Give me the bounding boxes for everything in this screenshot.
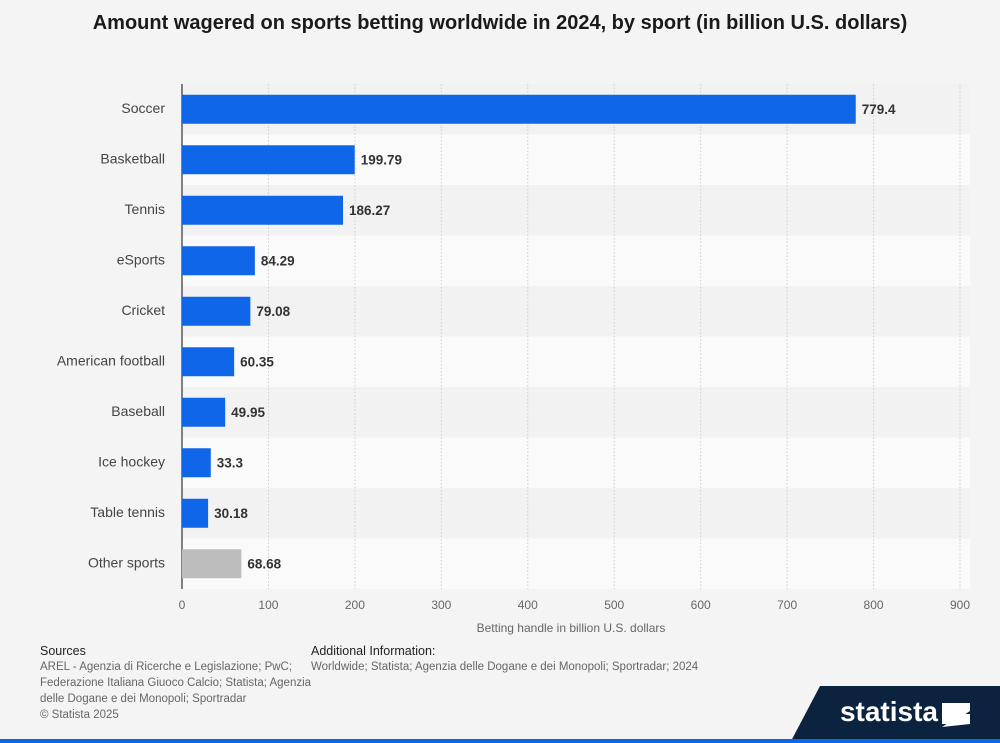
y-tick-label: Table tennis	[90, 504, 165, 520]
x-tick-label: 200	[345, 598, 365, 612]
bar	[182, 145, 355, 175]
y-tick-label: Basketball	[100, 150, 165, 166]
logo-band	[790, 686, 1000, 743]
y-tick-label: American football	[57, 352, 165, 368]
chart-title: Amount wagered on sports betting worldwi…	[92, 12, 908, 34]
value-label: 68.68	[247, 556, 281, 571]
row-band	[182, 235, 970, 286]
additional-title: Additional Information:	[311, 644, 436, 658]
bar	[182, 246, 255, 276]
value-label: 779.4	[862, 102, 896, 117]
sources-title: Sources	[40, 644, 86, 658]
logo: statista	[839, 696, 938, 727]
x-tick-label: 700	[777, 598, 797, 612]
x-tick-label: 400	[518, 598, 538, 612]
y-tick-label: eSports	[117, 251, 165, 267]
row-band	[182, 437, 970, 488]
bar	[182, 347, 235, 377]
value-label: 199.79	[361, 152, 402, 167]
y-tick-label: Cricket	[121, 302, 165, 318]
row-band	[182, 488, 970, 539]
additional-info: Additional Information: Worldwide; Stati…	[311, 643, 706, 675]
value-label: 79.08	[256, 304, 290, 319]
x-tick-label: 0	[179, 598, 186, 612]
bar	[182, 94, 856, 124]
logo-icon	[942, 703, 970, 727]
bar	[182, 448, 211, 478]
value-label: 33.3	[217, 455, 244, 470]
x-axis-title: Betting handle in billion U.S. dollars	[477, 621, 666, 635]
y-tick-label: Ice hockey	[98, 453, 165, 469]
bottom-line	[0, 739, 1000, 743]
x-tick-label: 300	[431, 598, 451, 612]
sources: Sources AREL - Agenzia di Ricerche e Leg…	[40, 643, 312, 723]
bar	[182, 296, 251, 326]
bar	[182, 397, 226, 427]
x-tick-label: 600	[691, 598, 711, 612]
value-label: 60.35	[240, 354, 274, 369]
value-label: 84.29	[261, 253, 295, 268]
row-band	[182, 286, 970, 337]
value-label: 49.95	[231, 405, 265, 420]
row-band	[182, 538, 970, 589]
value-label: 30.18	[214, 506, 248, 521]
x-tick-label: 800	[864, 598, 884, 612]
value-label: 186.27	[349, 203, 390, 218]
y-tick-label: Soccer	[121, 100, 165, 116]
additional-text: Worldwide; Statista; Agenzia delle Dogan…	[311, 661, 699, 673]
bar	[182, 498, 209, 528]
bar	[182, 195, 344, 225]
sources-text: AREL - Agenzia di Ricerche e Legislazion…	[40, 661, 312, 705]
y-tick-label: Other sports	[88, 554, 165, 570]
x-tick-label: 900	[950, 598, 970, 612]
x-tick-label: 100	[258, 598, 278, 612]
row-band	[182, 336, 970, 387]
row-band	[182, 387, 970, 438]
copyright: © Statista 2025	[40, 709, 119, 721]
x-tick-label: 500	[604, 598, 624, 612]
y-tick-label: Baseball	[111, 403, 165, 419]
y-tick-label: Tennis	[125, 201, 165, 217]
bar	[182, 549, 242, 579]
